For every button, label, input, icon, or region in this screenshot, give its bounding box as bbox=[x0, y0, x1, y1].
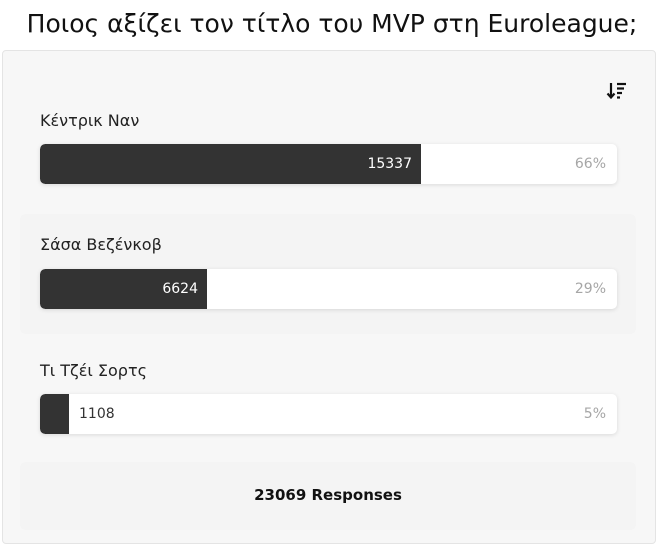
option-label: Κέντρικ Ναν bbox=[40, 111, 140, 130]
responses-label: Responses bbox=[311, 486, 402, 504]
option-label: Τι Τζέι Σορτς bbox=[40, 361, 147, 380]
vote-bar[interactable]: 1108 5% bbox=[40, 394, 617, 434]
vote-percent: 5% bbox=[583, 406, 606, 422]
vote-percent: 29% bbox=[574, 281, 606, 297]
vote-count: 1108 bbox=[79, 406, 115, 422]
vote-count: 6624 bbox=[162, 281, 198, 297]
responses-total: 23069 Responses bbox=[0, 484, 656, 506]
sort-button[interactable] bbox=[606, 80, 628, 102]
option-label: Σάσα Βεζένκοβ bbox=[40, 235, 162, 254]
poll-option-2: Σάσα Βεζένκοβ 6624 29% bbox=[20, 214, 636, 334]
sort-descending-icon bbox=[606, 82, 626, 100]
poll-option-3: Τι Τζέι Σορτς 1108 5% bbox=[20, 360, 636, 480]
poll-title: Ποιος αξίζει τον τίτλο του MVP στη Eurol… bbox=[26, 9, 638, 38]
vote-bar[interactable]: 6624 29% bbox=[40, 269, 617, 309]
poll-footer bbox=[20, 462, 636, 530]
vote-bar-fill bbox=[40, 269, 207, 309]
responses-count: 23069 bbox=[254, 486, 307, 504]
vote-bar[interactable]: 15337 66% bbox=[40, 144, 617, 184]
vote-count: 15337 bbox=[367, 156, 412, 172]
vote-bar-fill bbox=[40, 144, 421, 184]
poll-option-1: Κέντρικ Ναν 15337 66% bbox=[20, 110, 636, 230]
vote-percent: 66% bbox=[574, 156, 606, 172]
vote-bar-fill bbox=[40, 394, 69, 434]
